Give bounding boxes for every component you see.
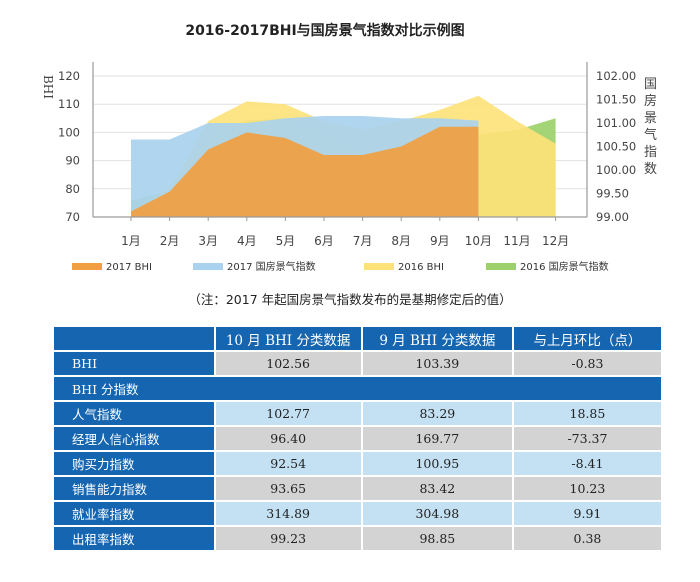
cell-oct: 102.56 (215, 352, 361, 375)
row-label: 销售能力指数 (54, 477, 214, 500)
row-label: 购买力指数 (54, 452, 214, 475)
right-tick-label: 101.50 (596, 93, 636, 107)
x-tick-label: 6月 (314, 234, 334, 248)
axes (92, 62, 588, 218)
right-axis-ticks: 99.00 99.50 100.00 100.50 101.00 101.50 102.00 (596, 69, 636, 224)
legend-label: 2016 国房景气指数 (520, 260, 609, 273)
section-label: BHI 分指数 (54, 377, 661, 400)
legend-item: 2017 BHI (72, 262, 152, 273)
table-row: 出租率指数 99.23 98.85 0.38 (54, 527, 661, 550)
legend-item: 2016 BHI (364, 262, 444, 273)
left-tick-label: 90 (65, 154, 80, 168)
cell-oct: 93.65 (215, 477, 361, 500)
row-label: BHI (54, 352, 214, 375)
left-tick-label: 100 (58, 125, 80, 139)
x-tick-label: 10月 (465, 234, 492, 248)
cell-mom: -73.37 (513, 427, 661, 450)
right-tick-label: 99.00 (596, 210, 629, 224)
x-tick-label: 2月 (160, 234, 180, 248)
x-tick-label: 9月 (430, 234, 450, 248)
cell-sep: 100.95 (362, 452, 512, 475)
table-row: 人气指数 102.77 83.29 18.85 (54, 402, 661, 425)
legend-swatch (72, 263, 102, 270)
left-tick-label: 110 (58, 97, 80, 111)
cell-oct: 96.40 (215, 427, 361, 450)
header-blank (54, 327, 214, 350)
area-series (131, 95, 556, 217)
legend-swatch (486, 263, 516, 270)
left-tick-label: 70 (65, 210, 80, 224)
table-row: 经理人信心指数 96.40 169.77 -73.37 (54, 427, 661, 450)
cell-mom: -0.83 (513, 352, 661, 375)
right-tick-label: 102.00 (596, 69, 636, 83)
cell-oct: 92.54 (215, 452, 361, 475)
chart-note: （注：2017 年起国房景气指数发布的是基期修定后的值） (188, 292, 512, 307)
row-label: 出租率指数 (54, 527, 214, 550)
legend-swatch (193, 263, 223, 270)
row-label: 经理人信心指数 (54, 427, 214, 450)
row-label: 人气指数 (54, 402, 214, 425)
table-row-bhi: BHI 102.56 103.39 -0.83 (54, 352, 661, 375)
x-axis-ticks: 1月 2月 3月 4月 5月 6月 7月 8月 9月 10月 11月 12月 (121, 217, 569, 248)
cell-mom: 18.85 (513, 402, 661, 425)
cell-sep: 103.39 (362, 352, 512, 375)
chart-title: 2016-2017BHI与国房景气指数对比示例图 (185, 22, 464, 39)
table-row: 购买力指数 92.54 100.95 -8.41 (54, 452, 661, 475)
right-axis-label: 国房景气指数 (644, 77, 657, 177)
legend-label: 2017 BHI (106, 262, 152, 273)
header-mom: 与上月环比（点） (513, 327, 661, 350)
x-tick-label: 1月 (121, 234, 141, 248)
right-tick-label: 100.00 (596, 163, 636, 177)
x-tick-label: 12月 (542, 234, 569, 248)
cell-sep: 83.42 (362, 477, 512, 500)
legend-label: 2017 国房景气指数 (227, 260, 316, 273)
cell-mom: 9.91 (513, 502, 661, 525)
right-axis-title: 国房景气指数 (644, 77, 657, 177)
x-tick-label: 5月 (276, 234, 296, 248)
bhi-comparison-chart: 2016-2017BHI与国房景气指数对比示例图 BHI 国房景气指数 70 80… (41, 22, 657, 273)
right-tick-label: 101.00 (596, 116, 636, 130)
legend-swatch (364, 263, 394, 270)
area-2017-BHI (131, 126, 479, 217)
header-sep: 9 月 BHI 分类数据 (362, 327, 512, 350)
cell-mom: 0.38 (513, 527, 661, 550)
right-tick-label: 99.50 (596, 187, 629, 201)
row-label: 就业率指数 (54, 502, 214, 525)
legend-label: 2016 BHI (398, 262, 444, 273)
cell-mom: -8.41 (513, 452, 661, 475)
cell-oct: 99.23 (215, 527, 361, 550)
left-axis-ticks: 70 80 90 100 110 120 (58, 69, 80, 224)
cell-sep: 304.98 (362, 502, 512, 525)
left-tick-label: 120 (58, 69, 80, 83)
cell-sep: 98.85 (362, 527, 512, 550)
x-tick-label: 7月 (353, 234, 373, 248)
x-tick-label: 8月 (391, 234, 411, 248)
header-oct: 10 月 BHI 分类数据 (215, 327, 361, 350)
bhi-data-table: 10 月 BHI 分类数据 9 月 BHI 分类数据 与上月环比（点） BHI … (52, 325, 663, 552)
left-axis-title: BHI (41, 75, 55, 99)
cell-mom: 10.23 (513, 477, 661, 500)
chart-legend: 2017 BHI 2017 国房景气指数 2016 BHI 2016 国房景气指数 (72, 260, 609, 273)
left-tick-label: 80 (65, 182, 80, 196)
legend-item: 2016 国房景气指数 (486, 260, 609, 273)
cell-oct: 314.89 (215, 502, 361, 525)
table-row: 就业率指数 314.89 304.98 9.91 (54, 502, 661, 525)
left-axis-label: BHI (41, 75, 55, 99)
table-section-row: BHI 分指数 (54, 377, 661, 400)
cell-oct: 102.77 (215, 402, 361, 425)
right-tick-label: 100.50 (596, 140, 636, 154)
x-tick-label: 3月 (198, 234, 218, 248)
cell-sep: 83.29 (362, 402, 512, 425)
table-header-row: 10 月 BHI 分类数据 9 月 BHI 分类数据 与上月环比（点） (54, 327, 661, 350)
legend-item: 2017 国房景气指数 (193, 260, 316, 273)
x-tick-label: 11月 (503, 234, 530, 248)
table-row: 销售能力指数 93.65 83.42 10.23 (54, 477, 661, 500)
cell-sep: 169.77 (362, 427, 512, 450)
x-tick-label: 4月 (237, 234, 257, 248)
